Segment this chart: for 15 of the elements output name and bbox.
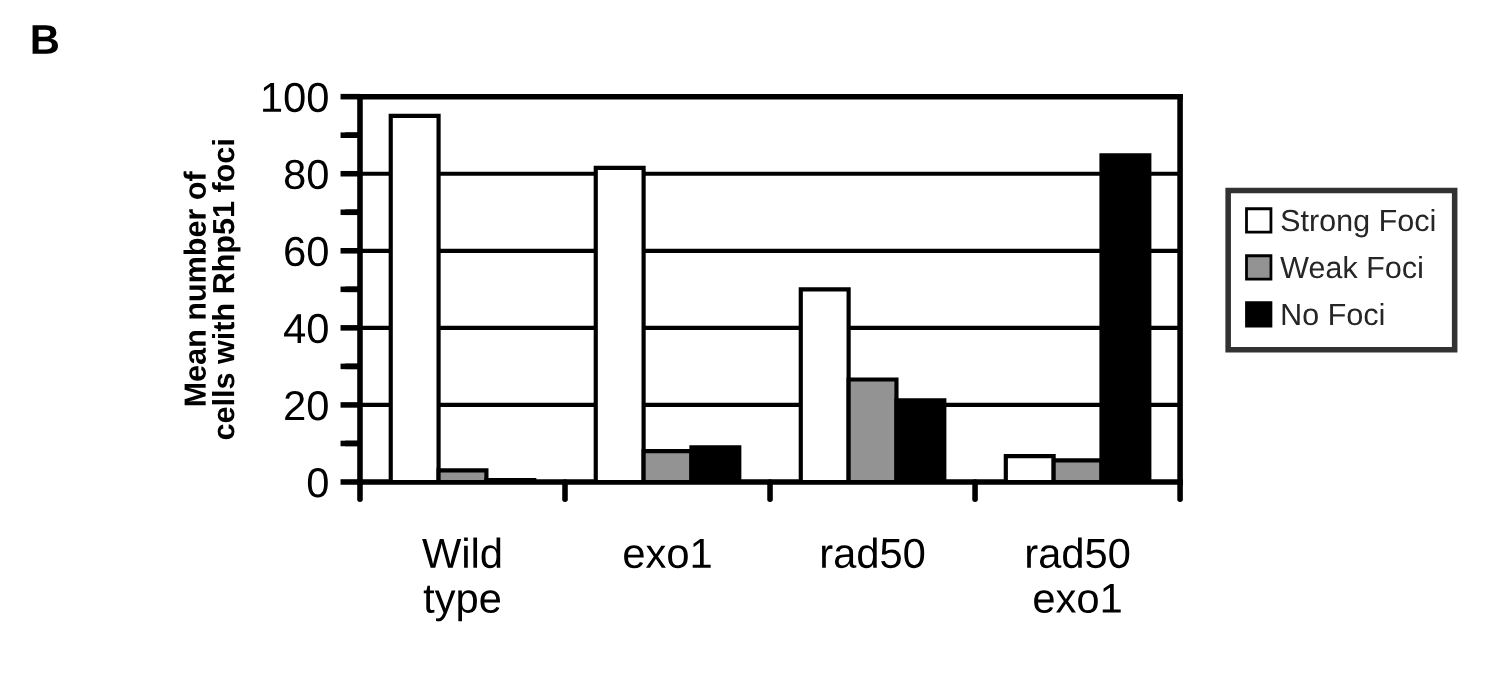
legend-label: Strong Foci	[1281, 208, 1435, 238]
legend-label: No Foci	[1282, 302, 1384, 326]
x-tick-label: Wild type	[422, 537, 501, 622]
y-tick-label: 80	[284, 159, 328, 190]
x-tick-label: rad50 exo1	[1027, 537, 1130, 614]
y-axis-title: Mean number of cells with Rhp51 foci	[183, 140, 241, 440]
y-tick-label: 20	[285, 390, 328, 421]
y-tick-label: 60	[285, 236, 328, 267]
x-tick-label: rad50	[822, 537, 925, 569]
chart-title: B	[32, 25, 58, 54]
legend-label: Weak Foci	[1280, 255, 1422, 279]
x-tick-label: exo1	[624, 539, 711, 569]
y-tick-label: 40	[284, 313, 328, 344]
y-tick-label: 100	[263, 82, 328, 113]
y-tick-label: 0	[307, 467, 328, 498]
